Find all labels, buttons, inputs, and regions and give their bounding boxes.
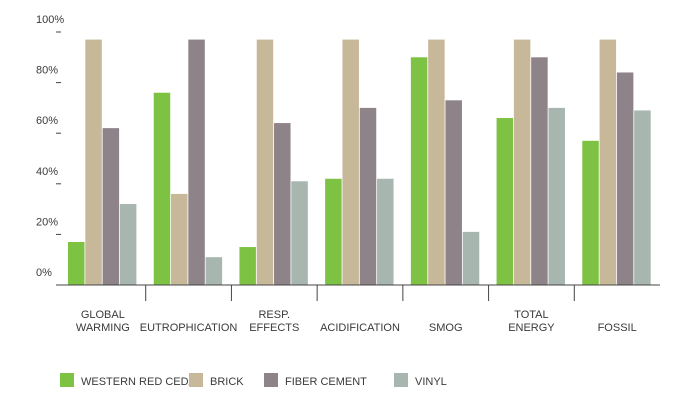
- category-label: EFFECTS: [249, 322, 299, 334]
- bar: [171, 193, 188, 285]
- legend-label: FIBER CEMENT: [285, 376, 367, 388]
- legend-swatch: [394, 373, 408, 387]
- bar: [68, 241, 85, 285]
- category-label: SMOG: [429, 322, 463, 334]
- bar: [548, 107, 565, 286]
- legend: WESTERN RED CEDAR BRICK FIBER CEMENT VINYL: [60, 373, 447, 388]
- y-tick-label: 80%: [36, 65, 58, 77]
- bar: [325, 178, 342, 285]
- bar: [496, 118, 514, 286]
- category-label: RESP.: [258, 309, 290, 321]
- legend-swatch: [264, 373, 278, 387]
- bars: [68, 39, 651, 286]
- legend-swatch: [60, 373, 74, 387]
- y-tick-label: 0%: [36, 267, 52, 279]
- category-label: FOSSIL: [598, 322, 637, 334]
- bar: [153, 92, 171, 285]
- bar: [274, 123, 291, 285]
- bar: [462, 231, 480, 285]
- category-label: TOTAL: [514, 309, 548, 321]
- legend-swatch: [189, 373, 203, 387]
- bar: [513, 39, 531, 286]
- y-axis: 0% 20% 40% 60% 80% 100%: [36, 14, 64, 286]
- bar: [616, 72, 634, 285]
- legend-label: WESTERN RED CEDAR: [81, 376, 204, 388]
- bar: [342, 39, 359, 286]
- bar: [445, 100, 462, 285]
- bar: [85, 39, 102, 286]
- bar: [291, 181, 308, 285]
- bar: [188, 39, 205, 286]
- legend-label: BRICK: [210, 376, 244, 388]
- category-label: ENERGY: [508, 322, 555, 334]
- y-tick-label: 20%: [36, 216, 58, 228]
- bar: [377, 178, 394, 285]
- bar: [256, 39, 274, 286]
- bar: [239, 247, 256, 285]
- category-label: WARMING: [76, 322, 130, 334]
- bar: [205, 257, 223, 285]
- bar: [531, 57, 548, 285]
- category-label: EUTROPHICATION: [140, 322, 238, 334]
- bar: [359, 107, 377, 286]
- bar: [582, 140, 599, 285]
- bar: [102, 128, 120, 285]
- category-label: GLOBAL: [81, 309, 125, 321]
- category-label: ACIDIFICATION: [320, 322, 400, 334]
- legend-label: VINYL: [415, 376, 447, 388]
- y-tick-label: 100%: [36, 14, 64, 26]
- bar: [410, 57, 428, 285]
- y-tick-label: 60%: [36, 115, 58, 127]
- bar: [599, 39, 617, 286]
- bar: [634, 110, 651, 286]
- y-tick-label: 40%: [36, 166, 58, 178]
- bar: [428, 39, 445, 286]
- bar: [119, 204, 137, 285]
